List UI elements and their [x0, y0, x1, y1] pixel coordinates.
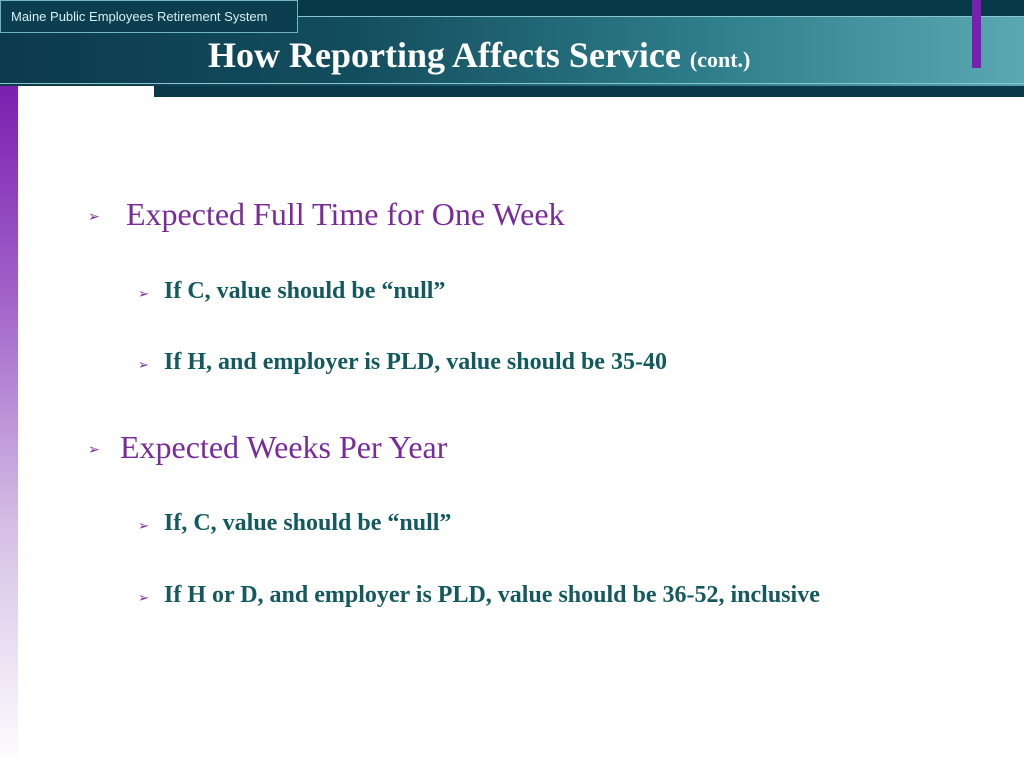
- accent-bar: [972, 0, 981, 68]
- chevron-right-icon: ➢: [88, 442, 100, 458]
- bullet-level2-text: If C, value should be “null”: [164, 278, 446, 304]
- bullet-level1-text: Expected Full Time for One Week: [126, 196, 565, 232]
- slide-title-suffix: (cont.): [689, 47, 751, 72]
- bullet-level2: ➢ If, C, value should be “null”: [138, 510, 638, 542]
- slide-title-text: How Reporting Affects Service: [208, 35, 681, 75]
- bullet-level2-text: If H or D, and employer is PLD, value sh…: [164, 582, 820, 608]
- bullet-level2: ➢ If H, and employer is PLD, value shoul…: [138, 349, 838, 381]
- chevron-right-icon: ➢: [138, 591, 149, 606]
- bullet-level2: ➢ If H or D, and employer is PLD, value …: [138, 582, 978, 614]
- chevron-right-icon: ➢: [88, 209, 100, 225]
- organization-name: Maine Public Employees Retirement System: [11, 9, 268, 24]
- slide-title: How Reporting Affects Service (cont.): [208, 34, 750, 76]
- bullet-level2-text: If, C, value should be “null”: [164, 510, 452, 536]
- bullet-level2-text: If H, and employer is PLD, value should …: [164, 349, 667, 375]
- organization-box: Maine Public Employees Retirement System: [0, 0, 298, 33]
- bullet-level1: ➢ Expected Full Time for One Week: [88, 196, 708, 236]
- chevron-right-icon: ➢: [138, 358, 149, 373]
- bullet-level1-text: Expected Weeks Per Year: [120, 429, 448, 465]
- chevron-right-icon: ➢: [138, 287, 149, 302]
- bullet-level2: ➢ If C, value should be “null”: [138, 278, 638, 310]
- title-frame: [0, 16, 1024, 84]
- bullet-level1: ➢ Expected Weeks Per Year: [88, 429, 588, 469]
- chevron-right-icon: ➢: [138, 519, 149, 534]
- left-gradient-bar: [0, 86, 18, 768]
- header-bottom-bar: [154, 86, 1024, 97]
